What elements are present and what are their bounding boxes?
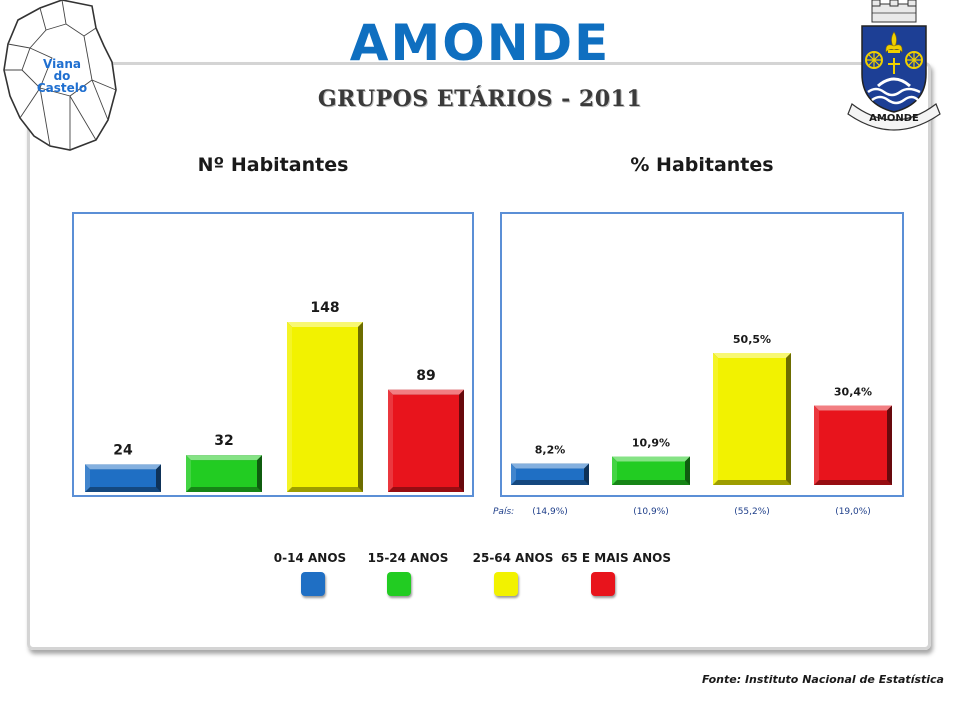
bar-bevel-left <box>186 455 191 492</box>
bar-bevel-right <box>459 389 464 492</box>
chart-title-count: Nº Habitantes <box>197 154 349 176</box>
bar-face <box>819 410 887 480</box>
bar-bevel-right <box>584 463 589 485</box>
data-label: 24 <box>113 442 133 458</box>
pais-value: (10,9%) <box>633 507 669 517</box>
coat-of-arms-emblem <box>832 0 956 132</box>
bar-bevel-right <box>685 456 690 485</box>
percent-chart: 8,2% 10,9% 50,5% 30,4% <box>511 333 892 485</box>
bar <box>612 456 690 485</box>
bar-bevel-left <box>814 405 819 485</box>
bar-face <box>718 358 786 480</box>
legend-swatch <box>387 572 411 596</box>
bar <box>85 464 161 492</box>
bar-bevel-left <box>85 464 90 492</box>
bar <box>186 455 262 492</box>
pais-value: (55,2%) <box>734 507 770 517</box>
district-map-emblem: Viana do Castelo <box>0 0 125 155</box>
data-label: 89 <box>416 368 435 384</box>
bar <box>511 463 589 485</box>
bar-bevel-top <box>713 353 791 358</box>
bar-bevel-top <box>814 405 892 411</box>
bar-face <box>292 327 358 487</box>
pais-value: (14,9%) <box>532 507 568 517</box>
map-label-line: Castelo <box>36 81 88 95</box>
bar-bevel-left <box>511 463 516 485</box>
bar-bevel-top <box>388 389 464 395</box>
page-title: AMONDE <box>349 14 611 72</box>
legend-label: 25-64 ANOS <box>472 551 554 565</box>
bar-face <box>191 460 257 487</box>
bar-bevel-left <box>612 456 617 485</box>
legend-swatch <box>301 572 325 596</box>
data-label: 30,4% <box>834 386 872 399</box>
bar-bevel-top <box>287 322 363 327</box>
map-label-line: do <box>53 69 71 83</box>
legend-swatch <box>494 572 518 596</box>
source-note: Fonte: Instituto Nacional de Estatística <box>701 673 944 686</box>
data-label: 32 <box>214 433 233 449</box>
bar-bevel-right <box>358 322 363 492</box>
bar-face <box>90 469 156 487</box>
coat-of-arms-icon <box>847 0 941 131</box>
count-chart: 24 32 148 89 <box>85 300 464 492</box>
data-label: 50,5% <box>733 333 771 346</box>
pais-label: País: <box>493 507 515 517</box>
legend-label: 0-14 ANOS <box>273 551 347 565</box>
legend-swatch <box>591 572 615 596</box>
page-subtitle: GRUPOS ETÁRIOS - 2011 <box>317 86 643 112</box>
legend-label: 65 E MAIS ANOS <box>561 551 671 565</box>
bar-bevel-top <box>511 463 589 469</box>
bar-bevel-left <box>713 353 718 485</box>
bar-face <box>516 468 584 480</box>
bar-bevel-right <box>887 405 892 485</box>
data-label: 8,2% <box>535 444 566 457</box>
bar-bevel-left <box>287 322 292 492</box>
bar-bevel-left <box>388 389 393 492</box>
bar-bevel-top <box>85 464 161 470</box>
chart-title-percent: % Habitantes <box>630 154 774 176</box>
pais-value: (19,0%) <box>835 507 871 517</box>
bar-bevel-right <box>257 455 262 492</box>
map-label-line: Viana <box>43 57 81 71</box>
map-label: Viana do Castelo <box>30 58 94 94</box>
bar <box>814 405 892 485</box>
bar-face <box>617 461 685 480</box>
data-label: 148 <box>310 300 339 316</box>
bar-face <box>393 394 459 487</box>
bar <box>713 353 791 485</box>
bar-bevel-right <box>786 353 791 485</box>
district-map-icon <box>3 0 117 151</box>
coat-of-arms-label: AMONDE <box>869 113 919 124</box>
data-label: 10,9% <box>632 437 670 450</box>
bar <box>388 389 464 492</box>
bar-bevel-top <box>612 456 690 462</box>
bar-bevel-top <box>186 455 262 461</box>
legend-label: 15-24 ANOS <box>367 551 449 565</box>
bar-bevel-right <box>156 464 161 492</box>
bar <box>287 322 363 492</box>
